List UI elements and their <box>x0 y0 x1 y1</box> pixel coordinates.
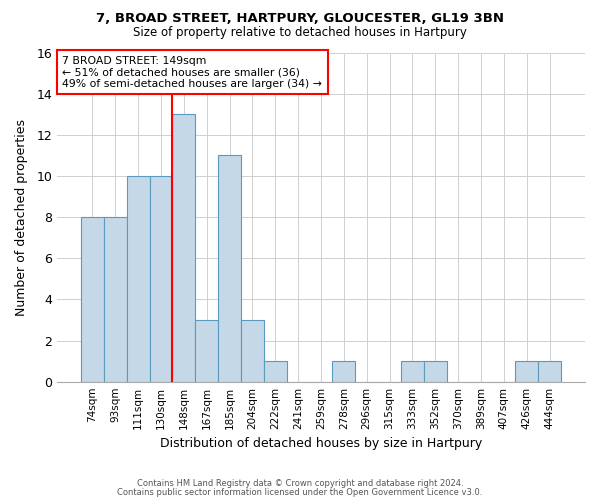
Bar <box>401 361 424 382</box>
Text: Contains HM Land Registry data © Crown copyright and database right 2024.: Contains HM Land Registry data © Crown c… <box>137 478 463 488</box>
Bar <box>218 156 241 382</box>
Text: 7 BROAD STREET: 149sqm
← 51% of detached houses are smaller (36)
49% of semi-det: 7 BROAD STREET: 149sqm ← 51% of detached… <box>62 56 322 89</box>
Bar <box>424 361 447 382</box>
Bar <box>264 361 287 382</box>
X-axis label: Distribution of detached houses by size in Hartpury: Distribution of detached houses by size … <box>160 437 482 450</box>
Bar <box>149 176 172 382</box>
Bar <box>127 176 149 382</box>
Bar <box>515 361 538 382</box>
Text: 7, BROAD STREET, HARTPURY, GLOUCESTER, GL19 3BN: 7, BROAD STREET, HARTPURY, GLOUCESTER, G… <box>96 12 504 26</box>
Bar <box>104 217 127 382</box>
Bar <box>172 114 196 382</box>
Bar <box>196 320 218 382</box>
Bar <box>538 361 561 382</box>
Text: Size of property relative to detached houses in Hartpury: Size of property relative to detached ho… <box>133 26 467 39</box>
Y-axis label: Number of detached properties: Number of detached properties <box>15 118 28 316</box>
Bar <box>332 361 355 382</box>
Text: Contains public sector information licensed under the Open Government Licence v3: Contains public sector information licen… <box>118 488 482 497</box>
Bar <box>81 217 104 382</box>
Bar <box>241 320 264 382</box>
